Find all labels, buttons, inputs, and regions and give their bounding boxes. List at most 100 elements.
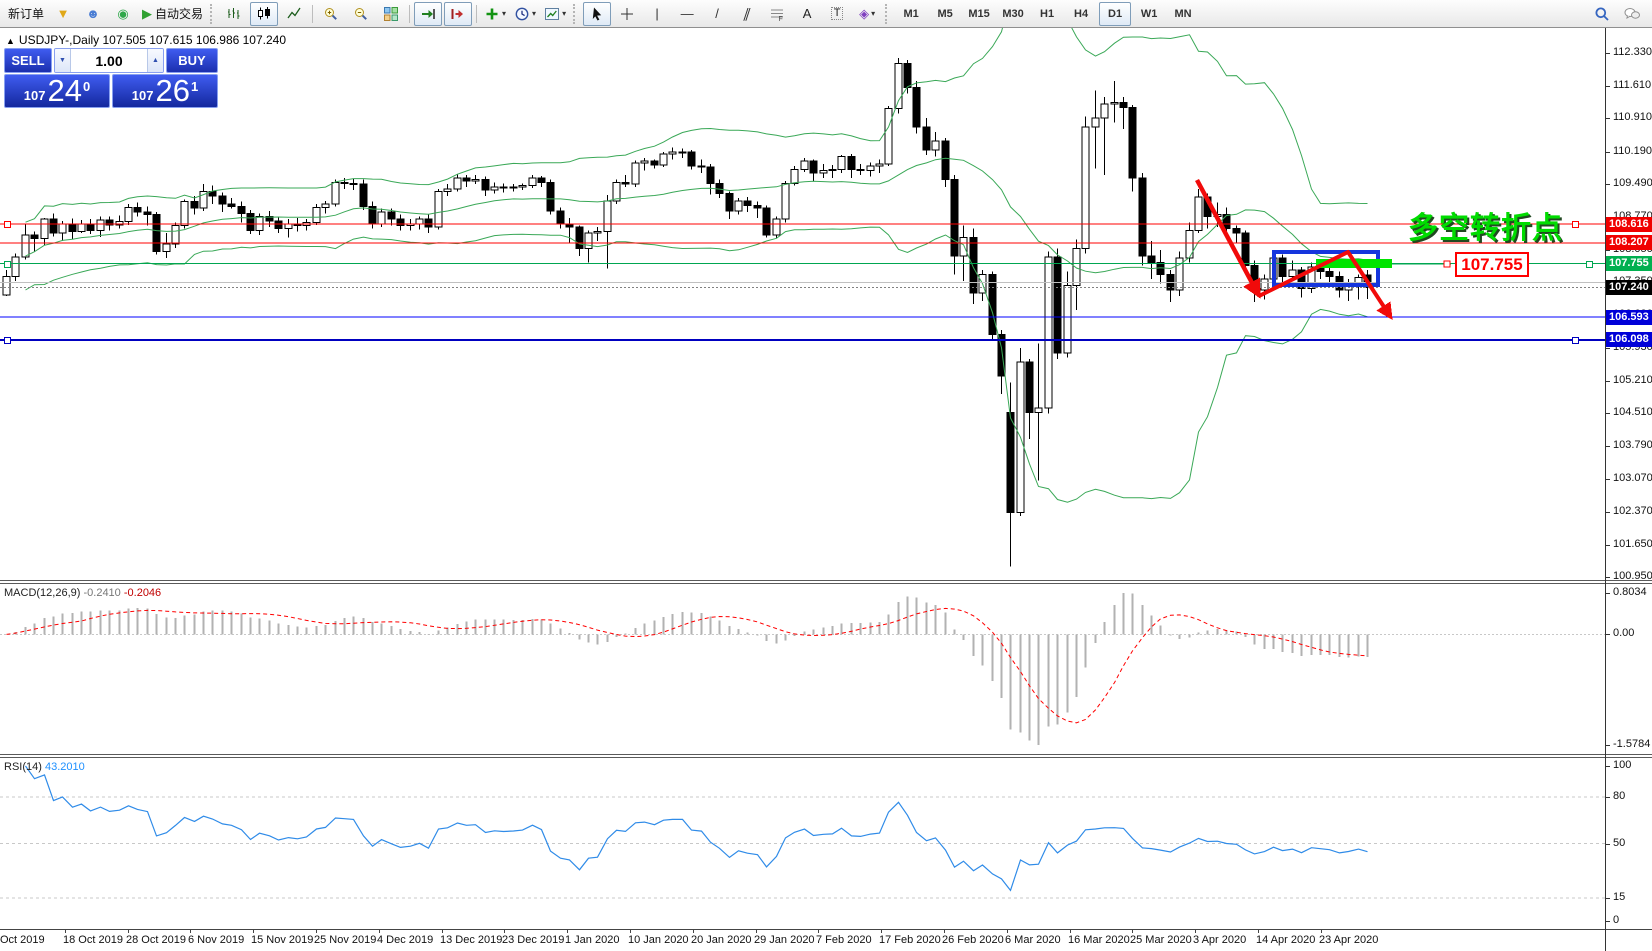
rsi-axis-label: 100 (1613, 759, 1632, 771)
timeframe-m30[interactable]: M30 (1002, 7, 1024, 20)
volume-input[interactable] (71, 49, 147, 72)
buy-button[interactable]: BUY (166, 48, 218, 73)
buy-price-button[interactable]: 107 26 1 (112, 74, 218, 108)
price-tick-label: 104.510 (1613, 406, 1652, 419)
crosshair-button[interactable] (613, 2, 641, 26)
price-badge-108.207: 108.207 (1606, 235, 1652, 251)
annotation-price-label[interactable]: 107.755 (1455, 252, 1529, 277)
sell-price-button[interactable]: 107 24 0 (4, 74, 110, 108)
timeframe-d1[interactable]: D1 (1099, 1, 1132, 26)
date-tick (65, 929, 66, 933)
volume-decrease-button[interactable]: ▼ (55, 49, 71, 72)
price-tick (1605, 347, 1610, 349)
fibonacci-button[interactable]: F (763, 2, 791, 26)
price-tick-label: 105.210 (1613, 373, 1652, 386)
date-tick (1195, 929, 1196, 933)
templates-button[interactable]: ▾ (541, 2, 569, 26)
price-tick (1605, 544, 1610, 546)
date-label: 14 Apr 2020 (1256, 934, 1316, 946)
indicators-button[interactable]: ▾ (481, 2, 509, 26)
line-handle[interactable] (4, 221, 11, 229)
label-anchor-handle[interactable] (1443, 260, 1451, 268)
date-label: 23 Apr 2020 (1319, 934, 1379, 946)
symbol-ohlc-text: USDJPY-,Daily 107.505 107.615 106.986 10… (18, 33, 287, 47)
community-button[interactable]: ☻ (79, 2, 107, 26)
date-label: 13 Dec 2019 (440, 934, 503, 946)
panel-splitter[interactable] (0, 580, 1652, 584)
date-tick (1070, 929, 1071, 933)
zoom-in-button[interactable] (317, 2, 345, 26)
price-chart-panel[interactable] (0, 28, 1605, 580)
buy-price-pip: 1 (190, 79, 199, 94)
macd-histogram (14, 593, 1369, 745)
line-handle[interactable] (4, 260, 11, 268)
timeframe-mn[interactable]: MN (1174, 7, 1192, 20)
price-tick-label: 112.330 (1613, 46, 1652, 58)
search-button[interactable] (1588, 2, 1616, 26)
rsi-axis-label: 50 (1613, 836, 1626, 849)
channel-button[interactable]: ∥ (733, 2, 761, 26)
price-tick (1605, 118, 1610, 120)
trend-arrow-zigzag[interactable] (1258, 250, 1393, 321)
line-handle[interactable] (4, 336, 11, 344)
panel-splitter[interactable] (0, 754, 1652, 758)
text-label-icon: T (830, 7, 844, 20)
chevron-down-icon: ▾ (502, 9, 507, 18)
fibonacci-icon: F (771, 9, 784, 22)
signals-button[interactable]: ◉ (109, 2, 137, 26)
bar-chart-button[interactable] (220, 2, 248, 26)
line-handle[interactable] (1572, 221, 1579, 229)
arrows-button[interactable]: ◈ ▾ (853, 2, 881, 26)
horizontal-line-button[interactable]: — (673, 2, 701, 26)
tile-windows-button[interactable] (377, 2, 405, 26)
price-tick-label: 111.610 (1613, 79, 1652, 92)
macd-label: MACD(12,26,9) -0.2410 -0.2046 (4, 587, 162, 599)
rsi-indicator-panel[interactable] (0, 758, 1605, 929)
periods-button[interactable]: ▾ (511, 2, 539, 26)
macd-indicator-panel[interactable] (0, 584, 1605, 754)
timeframe-h1[interactable]: H1 (1040, 7, 1055, 20)
zoom-out-button[interactable] (347, 2, 375, 26)
autotrade-icon: ▶ (142, 6, 153, 21)
chart-shift-button[interactable] (444, 1, 473, 26)
templates-icon (545, 7, 560, 20)
timeframe-m1[interactable]: M1 (903, 7, 919, 20)
candlestick-chart-button[interactable] (250, 1, 279, 26)
sell-price-prefix: 107 (23, 87, 46, 103)
one-click-trading-panel: SELL ▼ ▲ BUY 107 24 0 107 26 1 (4, 48, 218, 108)
date-label: 3 Apr 2020 (1193, 934, 1247, 946)
date-tick (567, 929, 568, 933)
timeframe-m15[interactable]: M15 (968, 7, 990, 20)
line-handle[interactable] (1586, 260, 1593, 268)
timeframe-h4[interactable]: H4 (1074, 7, 1089, 20)
timeframe-m5[interactable]: M5 (937, 7, 953, 20)
chat-button[interactable] (1618, 2, 1646, 26)
price-tick (1605, 183, 1610, 185)
svg-text:F: F (779, 16, 783, 22)
autotrade-button[interactable]: ▶ 自动交易 (139, 2, 206, 26)
vertical-line-icon: | (655, 6, 659, 21)
line-handle[interactable] (1572, 336, 1579, 344)
chart-profile-button[interactable]: ▼ (49, 2, 77, 26)
sell-button[interactable]: SELL (4, 48, 52, 73)
consolidation-rectangle[interactable] (1272, 250, 1380, 287)
date-tick (379, 929, 380, 933)
new-order-button[interactable]: 新订单 (2, 2, 47, 26)
cursor-button[interactable] (583, 1, 612, 26)
arrows-icon: ◈ (859, 6, 870, 21)
trend-arrow-down[interactable] (1195, 178, 1261, 299)
auto-scroll-button[interactable] (414, 1, 443, 26)
price-badge-107.755: 107.755 (1606, 256, 1652, 272)
annotation-cn-text[interactable]: 多空转折点 (1408, 212, 1563, 245)
line-chart-button[interactable] (280, 2, 308, 26)
trendline-button[interactable]: / (703, 2, 731, 26)
text-button[interactable]: A (793, 2, 821, 26)
date-label: 18 Oct 2019 (63, 934, 123, 946)
date-tick (190, 929, 191, 933)
volume-increase-button[interactable]: ▲ (147, 49, 163, 72)
text-label-button[interactable]: T (823, 2, 851, 26)
price-tick-label: 103.790 (1613, 439, 1652, 452)
collapse-icon[interactable]: ▲ (6, 36, 15, 46)
timeframe-w1[interactable]: W1 (1140, 7, 1158, 20)
vertical-line-button[interactable]: | (643, 2, 671, 26)
